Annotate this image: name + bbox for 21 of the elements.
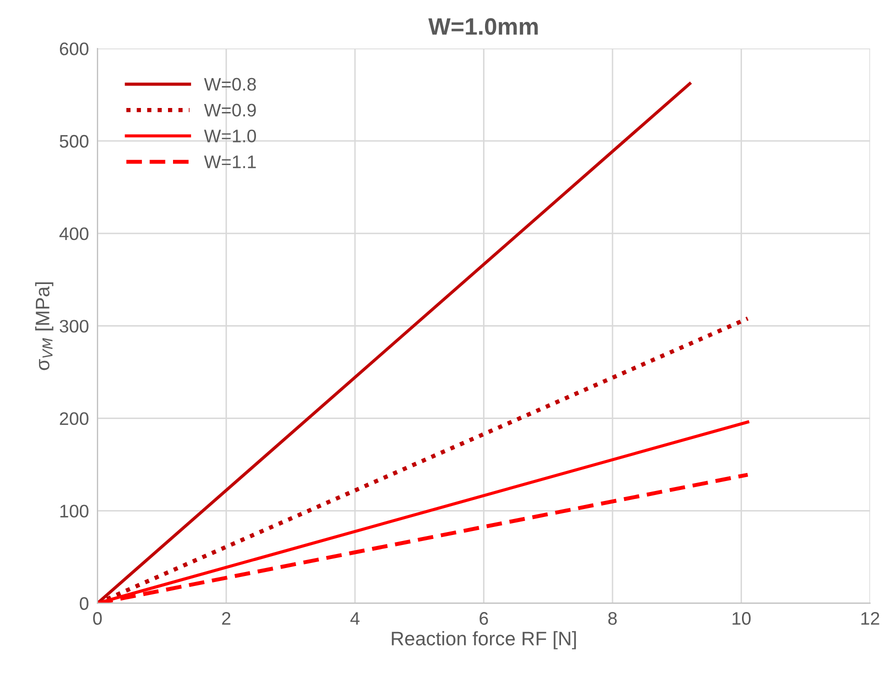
legend-label: W=0.9 (204, 104, 256, 117)
legend-label: W=1.0 (204, 130, 256, 142)
x-tick-label: 10 (732, 612, 751, 625)
x-tick-label: 0 (93, 612, 102, 625)
y-tick-label: 500 (60, 134, 88, 148)
x-tick-label: 8 (608, 612, 617, 625)
y-tick-label: 600 (60, 42, 88, 56)
y-tick-label: 400 (59, 227, 88, 240)
x-tick-label: 4 (350, 612, 360, 625)
x-tick-label: 12 (861, 612, 880, 625)
x-tick-label: 6 (480, 612, 488, 625)
y-tick-label: 300 (60, 320, 88, 333)
y-axis-title: σ$_{VM}$ [MPa] (35, 282, 54, 370)
legend-label: W=1.1 (204, 156, 256, 168)
y-tick-label: 100 (60, 504, 88, 518)
x-axis-title: Reaction force RF [N] (392, 631, 576, 650)
x-tick-label: 2 (222, 612, 230, 625)
legend-label: W=0.8 (204, 78, 256, 91)
chart-title: W=1.0mm (428, 18, 538, 35)
y-tick-label: 200 (60, 412, 88, 426)
y-tick-label: 0 (80, 597, 88, 610)
